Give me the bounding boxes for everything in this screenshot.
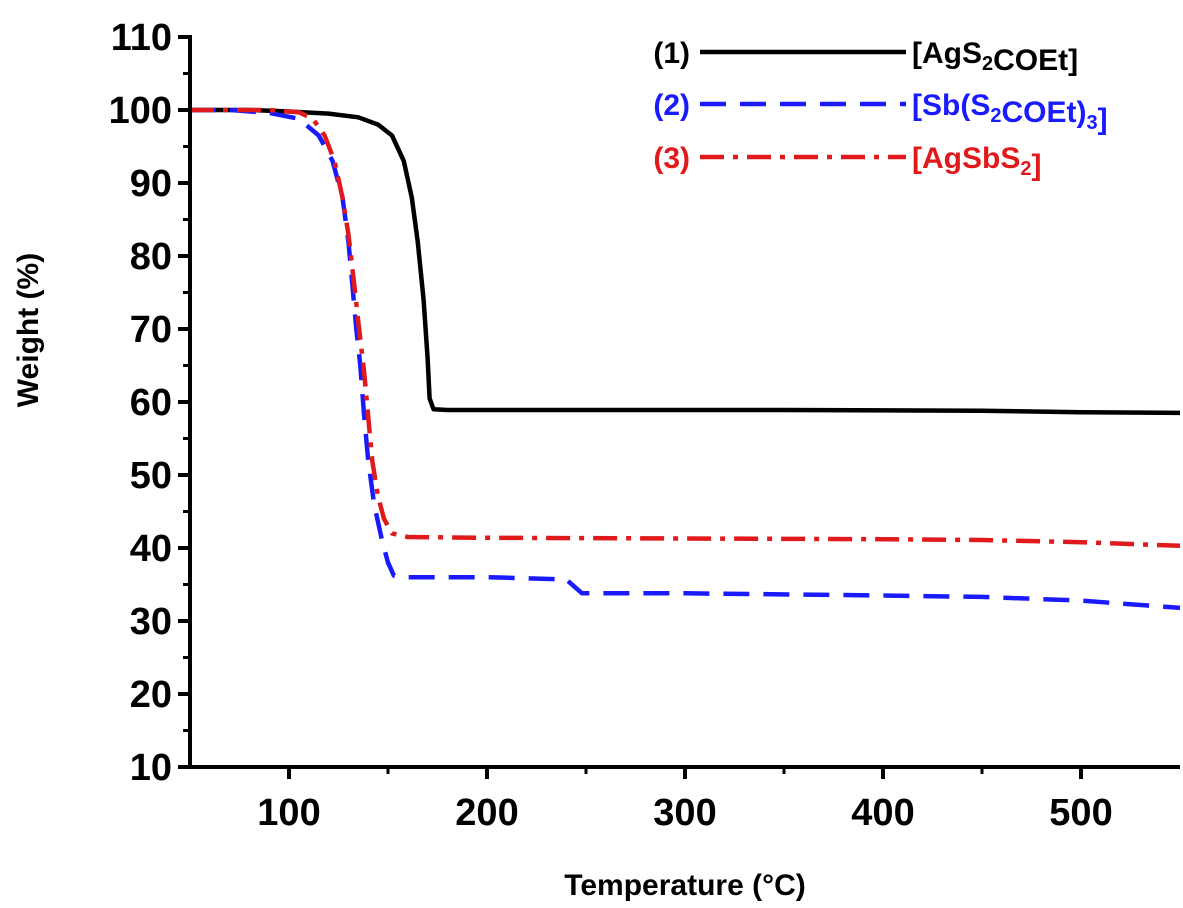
y-axis-title: Weight (%) xyxy=(12,253,45,407)
x-tick-label: 200 xyxy=(455,792,518,834)
legend-label-1: [AgS2COEt] xyxy=(912,37,1078,77)
x-tick-label: 400 xyxy=(851,792,914,834)
y-tick-label: 40 xyxy=(130,528,172,570)
legend-label-3: [AgSbS2] xyxy=(912,142,1041,182)
y-tick-label: 110 xyxy=(111,17,172,59)
x-tick-label: 500 xyxy=(1049,792,1112,834)
legend-number-3: (3) xyxy=(653,142,690,175)
x-tick-label: 300 xyxy=(653,792,716,834)
y-tick-label: 30 xyxy=(130,601,172,643)
tick-labels: 10 20 30 40 50 60 70 80 90 100 110 100 200 300 400 500 xyxy=(109,17,1113,834)
x-tick-label: 100 xyxy=(257,792,320,834)
y-tick-label: 80 xyxy=(130,236,172,278)
x-axis-title: Temperature (°C) xyxy=(564,869,805,902)
legend-number-2: (2) xyxy=(653,89,690,122)
y-tick-label: 60 xyxy=(130,382,172,424)
y-tick-label: 20 xyxy=(130,674,172,716)
y-tick-label: 50 xyxy=(130,455,172,497)
series-line-2 xyxy=(190,107,1181,611)
series-layer xyxy=(190,107,1181,611)
legend-label-2: [Sb(S2COEt)3] xyxy=(912,89,1108,136)
y-tick-label: 90 xyxy=(130,163,172,205)
legend: (1) [AgS2COEt] (2) [Sb(S2COEt)3] (3) [AgSbS2] xyxy=(653,37,1107,182)
y-tick-label: 100 xyxy=(109,90,172,132)
axes-layer xyxy=(178,35,1180,779)
series-line-1 xyxy=(190,107,1181,416)
legend-number-1: (1) xyxy=(653,37,690,70)
y-tick-label: 10 xyxy=(130,747,172,789)
y-tick-label: 70 xyxy=(130,309,172,351)
